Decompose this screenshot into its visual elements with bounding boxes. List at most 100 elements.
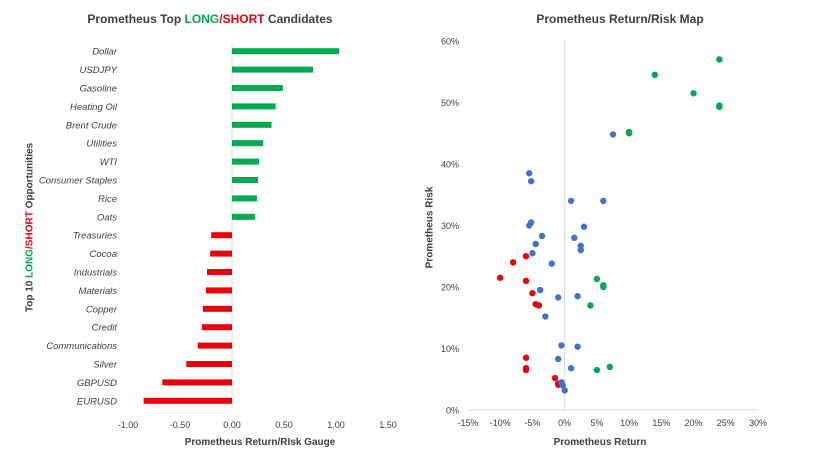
- bar-category-label: Utilities: [86, 139, 117, 150]
- scatter-y-tick-label: 40%: [441, 160, 459, 170]
- scatter-point: [625, 130, 633, 137]
- scatter-x-tick-label: 20%: [685, 418, 703, 428]
- scatter-x-tick-label: 5%: [590, 418, 603, 428]
- bar: [232, 121, 272, 128]
- bar-x-tick-label: 0.50: [275, 420, 293, 430]
- bar-category-label: Treasuries: [73, 231, 117, 242]
- scatter-y-tick-label: 20%: [441, 283, 459, 293]
- scatter-point: [522, 253, 530, 260]
- scatter-point: [577, 246, 584, 254]
- bar-category-label: GBPUSD: [77, 378, 117, 389]
- bar: [201, 324, 232, 331]
- bar: [232, 158, 260, 165]
- bar: [143, 397, 232, 404]
- scatter-point: [526, 170, 533, 177]
- bar: [207, 269, 232, 275]
- scatter-point: [551, 374, 559, 382]
- bar-x-tick-label: 1.00: [327, 420, 345, 430]
- scatter-x-tick-label: 15%: [652, 418, 670, 428]
- scatter-point: [522, 366, 530, 374]
- scatter-chart-title: Prometheus Return/Risk Map: [536, 12, 704, 26]
- scatter-point: [558, 379, 565, 386]
- bar: [206, 287, 232, 294]
- scatter-point: [567, 364, 575, 372]
- scatter-chart-y-axis-label: Prometheus Risk: [424, 186, 436, 269]
- scatter-point: [527, 219, 535, 226]
- scatter-point: [555, 380, 562, 387]
- scatter-x-tick-label: 10%: [620, 418, 638, 428]
- scatter-y-tick-label: 30%: [441, 221, 459, 231]
- scatter-point: [542, 313, 549, 320]
- bar-category-label: Copper: [86, 304, 118, 315]
- scatter-point: [526, 222, 533, 229]
- scatter-point: [509, 259, 517, 266]
- bar-x-tick-label: -1.00: [118, 420, 139, 430]
- scatter-point: [716, 103, 723, 111]
- scatter-point: [559, 382, 566, 389]
- scatter-point: [574, 293, 581, 300]
- scatter-point: [558, 342, 565, 349]
- bar: [232, 48, 340, 55]
- scatter-point: [593, 275, 601, 283]
- scatter-point: [535, 302, 543, 309]
- bar-category-label: Communications: [46, 341, 117, 352]
- scatter-point: [497, 274, 504, 281]
- bar-category-label: WTI: [100, 157, 118, 168]
- scatter-point: [567, 197, 575, 205]
- bar-x-tick-label: 0.00: [223, 420, 241, 430]
- bar: [232, 66, 314, 73]
- bar: [211, 232, 232, 239]
- scatter-point: [555, 355, 562, 363]
- bar: [232, 177, 258, 183]
- scatter-point: [606, 363, 613, 371]
- bar-category-label: Rice: [98, 194, 117, 205]
- scatter-point: [522, 354, 530, 361]
- scatter-x-tick-label: -5%: [524, 418, 540, 428]
- bar: [232, 140, 264, 147]
- scatter-x-tick-label: 30%: [749, 418, 767, 428]
- bar-category-label: EURUSD: [77, 396, 117, 407]
- scatter-y-tick-label: 10%: [441, 344, 459, 354]
- scatter-point: [625, 128, 633, 136]
- scatter-point: [716, 56, 723, 63]
- bar: [197, 342, 232, 349]
- scatter-point: [555, 381, 562, 388]
- bar: [186, 361, 232, 367]
- bar-x-tick-label: 1.50: [379, 420, 397, 430]
- bar-chart-y-axis-label: Top 10 LONG/SHORT Opportunities: [24, 142, 36, 313]
- scatter-point: [600, 197, 607, 205]
- scatter-point: [555, 294, 562, 301]
- bar-chart-x-axis-label: Prometheus Return/RIsk Gauge: [184, 437, 336, 448]
- bar-category-label: Brent Crude: [66, 120, 117, 131]
- scatter-point: [522, 277, 530, 285]
- scatter-y-tick-label: 50%: [441, 98, 459, 108]
- scatter-point: [580, 223, 588, 230]
- scatter-point: [532, 240, 539, 248]
- scatter-y-tick-label: 0%: [446, 406, 459, 416]
- scatter-y-tick-label: 60%: [441, 37, 459, 47]
- scatter-x-tick-label: -15%: [457, 418, 478, 428]
- bar: [232, 195, 257, 202]
- scatter-point: [651, 71, 659, 79]
- bar-category-label: Dollar: [92, 47, 118, 58]
- bar-chart-title: Prometheus Top LONG/SHORT Candidates: [87, 12, 333, 26]
- scatter-point: [529, 289, 536, 297]
- bar: [202, 305, 232, 312]
- bar-category-label: Materials: [78, 286, 117, 297]
- bar-x-tick-label: -0.50: [170, 420, 191, 430]
- scatter-point: [716, 102, 723, 109]
- bar: [232, 103, 276, 110]
- scatter-point: [600, 281, 607, 289]
- scatter-x-tick-label: -10%: [490, 418, 511, 428]
- scatter-point: [536, 286, 544, 294]
- scatter-point: [548, 260, 555, 267]
- scatter-point: [538, 232, 546, 240]
- bar-category-label: Silver: [93, 360, 118, 371]
- bar-category-label: Gasoline: [80, 84, 118, 95]
- scatter-point: [522, 364, 530, 372]
- scatter-point: [587, 302, 594, 309]
- scatter-point: [690, 90, 697, 97]
- bar-category-label: Credit: [92, 323, 118, 334]
- bar-category-label: Oats: [97, 212, 117, 223]
